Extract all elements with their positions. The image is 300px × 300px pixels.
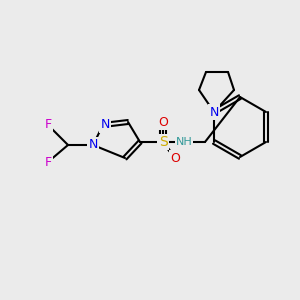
Text: N: N [209,106,219,118]
Text: N: N [88,139,98,152]
Text: N: N [100,118,110,131]
Text: O: O [170,152,180,164]
Text: S: S [159,135,167,149]
Text: F: F [44,118,52,131]
Text: O: O [158,116,168,128]
Text: NH: NH [176,137,192,147]
Text: F: F [44,155,52,169]
